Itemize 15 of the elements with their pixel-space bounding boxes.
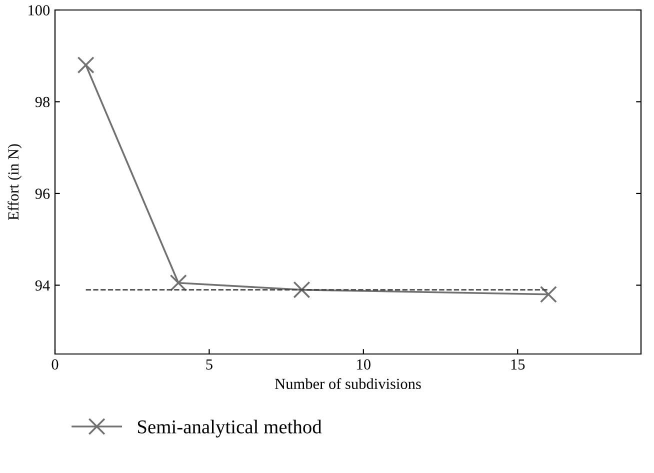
x-tick-label: 5 [206,359,212,370]
y-tick-label: 94 [35,280,50,291]
y-tick-label: 98 [35,96,50,108]
x-tick-label: 0 [52,359,58,370]
y-axis-title: Effort (in N) [8,144,22,220]
x-axis-title: Number of subdivisions [275,378,421,390]
x-tick-label: 15 [511,359,525,370]
y-tick-label: 100 [28,5,50,16]
point [170,274,187,292]
x-tick-label: 10 [357,359,370,370]
y-tick-label: 96 [35,188,50,199]
point [77,56,94,74]
point [293,281,310,298]
legend-label: Semi-analytical method [138,420,322,438]
point [540,286,558,303]
